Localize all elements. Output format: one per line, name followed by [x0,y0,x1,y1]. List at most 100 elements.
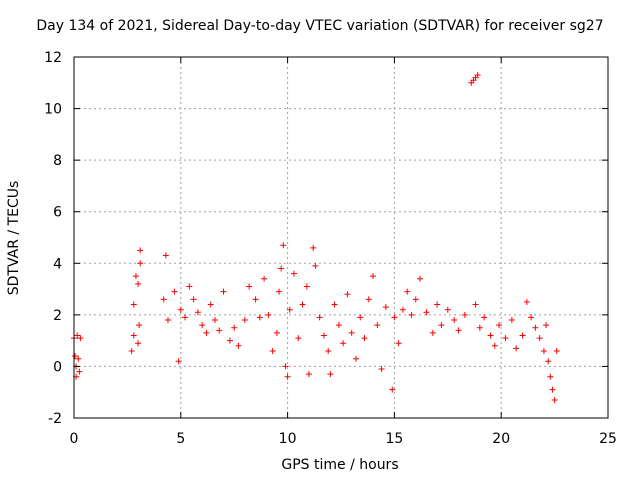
data-point [160,296,167,303]
data-point [203,329,210,336]
data-point [199,322,206,329]
data-point [128,347,135,354]
data-point [404,288,411,295]
data-point [310,244,317,251]
data-point [269,347,276,354]
chart-title: Day 134 of 2021, Sidereal Day-to-day VTE… [36,18,604,34]
data-point [186,283,193,290]
data-point [481,314,488,321]
data-point [190,296,197,303]
data-point [391,314,398,321]
data-point [335,322,342,329]
data-point [540,347,547,354]
data-point [344,291,351,298]
data-point [137,260,144,267]
data-point [76,368,83,375]
x-tick-label: 0 [70,431,79,447]
data-point [77,335,84,342]
data-point [74,332,81,339]
data-point [241,317,248,324]
data-point [182,314,189,321]
data-point [132,273,139,280]
data-point [284,373,291,380]
data-point [508,317,515,324]
data-point [536,335,543,342]
x-tick-label: 25 [599,431,617,447]
data-point [316,314,323,321]
data-point [487,332,494,339]
data-point [348,329,355,336]
data-point [171,288,178,295]
data-point [553,347,560,354]
data-point [72,353,79,360]
x-tick-label: 20 [492,431,510,447]
data-point [451,317,458,324]
grid-lines [74,57,608,418]
data-point [327,371,334,378]
y-tick-label: -2 [48,411,62,427]
data-point [211,317,218,324]
data-point [502,335,509,342]
data-point [135,340,142,347]
data-point [291,270,298,277]
data-point [547,373,554,380]
data-point [370,273,377,280]
axis-ticks: 0 5 10 15 20 25 -2 0 2 4 6 8 10 12 [44,50,617,447]
data-point [395,340,402,347]
data-point [438,322,445,329]
data-point [286,306,293,313]
data-point [374,322,381,329]
y-tick-label: 2 [53,308,62,324]
data-point [325,347,332,354]
data-point [519,332,526,339]
data-point [357,314,364,321]
data-point [474,72,481,79]
data-point [491,342,498,349]
data-point [276,288,283,295]
data-point [408,311,415,318]
data-point [177,306,184,313]
data-point [399,306,406,313]
data-point [231,324,238,331]
data-point [361,335,368,342]
data-point [261,275,268,282]
data-point [429,329,436,336]
data-point [528,314,535,321]
data-point [331,301,338,308]
data-point [523,298,530,305]
data-point [549,386,556,393]
data-point [434,301,441,308]
data-point [220,288,227,295]
data-point [252,296,259,303]
data-point [75,355,82,362]
data-point [299,301,306,308]
data-point [273,329,280,336]
data-point [137,247,144,254]
data-point [194,309,201,316]
data-point [551,396,558,403]
data-point [135,280,142,287]
data-point [543,322,550,329]
data-point [352,355,359,362]
data-point [216,327,223,334]
data-point [303,283,310,290]
data-point [235,342,242,349]
data-point [472,301,479,308]
data-point [545,358,552,365]
data-point [305,371,312,378]
data-point [455,327,462,334]
data-point [226,337,233,344]
data-point [423,309,430,316]
data-point [412,296,419,303]
data-point [417,275,424,282]
data-point [164,317,171,324]
data-point [365,296,372,303]
data-point [340,340,347,347]
data-point [532,324,539,331]
data-point [265,311,272,318]
y-tick-label: 10 [44,102,62,118]
y-tick-label: 6 [53,205,62,221]
y-tick-label: 0 [53,359,62,375]
x-tick-label: 5 [176,431,185,447]
data-point [378,366,385,373]
